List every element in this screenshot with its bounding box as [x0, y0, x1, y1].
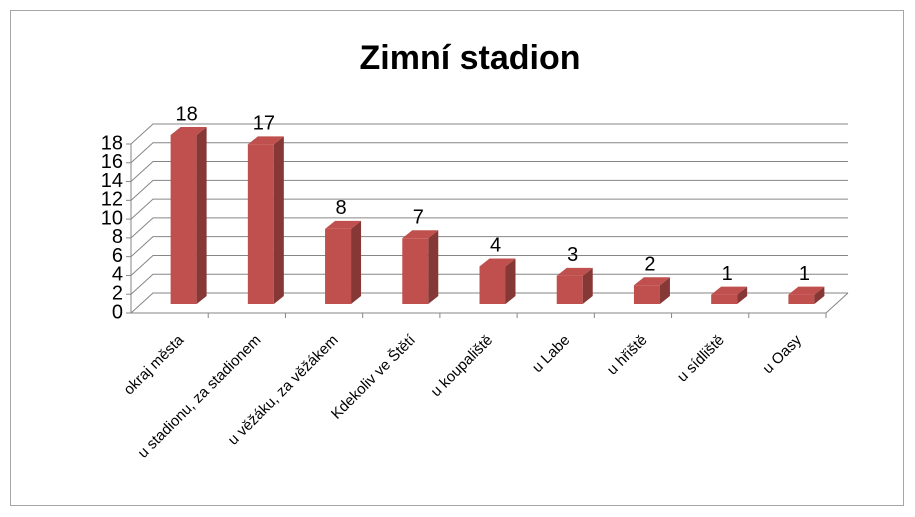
- bar-top: [402, 230, 439, 239]
- grid-line: [130, 273, 848, 295]
- grid-line: [130, 142, 848, 164]
- bar-side: [737, 286, 748, 304]
- bar-top: [247, 136, 284, 145]
- bar-side: [351, 220, 362, 304]
- bar-front: [247, 144, 274, 304]
- bar-top: [788, 286, 825, 295]
- data-label: 18: [175, 103, 197, 125]
- bar-side: [428, 230, 439, 304]
- grid-line: [130, 198, 848, 220]
- data-label: 7: [413, 207, 424, 229]
- bar-top: [479, 258, 516, 267]
- grid-line: [130, 179, 848, 201]
- bar-front: [479, 266, 506, 304]
- data-label: 3: [567, 244, 578, 266]
- bar-front: [633, 285, 660, 304]
- chart-frame: [10, 10, 904, 506]
- y-tick-label: 16: [101, 151, 123, 173]
- bar-front: [711, 294, 738, 304]
- y-tick-label: 10: [101, 207, 123, 229]
- bar-top: [170, 127, 207, 135]
- bar-side: [659, 277, 670, 304]
- grid-line: [130, 217, 848, 239]
- data-label: 1: [799, 263, 810, 285]
- bar-front: [402, 238, 429, 304]
- bar-side: [273, 136, 284, 304]
- data-label: 1: [722, 263, 733, 285]
- bar-front: [325, 228, 352, 304]
- floor-edge: [825, 292, 849, 314]
- data-label: 8: [335, 197, 346, 219]
- y-tick-label: 0: [112, 301, 123, 323]
- y-tick-label: 2: [112, 283, 123, 305]
- bar-side: [196, 127, 207, 304]
- y-tick-label: 18: [101, 132, 123, 154]
- bar-side: [814, 286, 825, 304]
- grid-line: [130, 123, 848, 145]
- bar-front: [170, 135, 197, 304]
- y-tick-label: 12: [101, 189, 123, 211]
- grid-line: [130, 292, 848, 314]
- bar-top: [633, 277, 670, 286]
- bar-side: [505, 258, 516, 304]
- grid-line: [130, 254, 848, 276]
- grid-line: [130, 236, 848, 258]
- data-label: 4: [490, 235, 501, 257]
- bar-top: [325, 220, 362, 229]
- chart-title: Zimní stadion: [360, 39, 581, 77]
- y-tick-label: 4: [112, 264, 123, 286]
- bar-front: [556, 275, 583, 304]
- grid-line: [130, 161, 848, 182]
- data-label: 2: [644, 254, 655, 276]
- bar-top: [711, 286, 748, 295]
- bar-top: [556, 267, 593, 276]
- y-tick-label: 14: [101, 170, 123, 192]
- bar-front: [788, 294, 815, 304]
- data-label: 17: [253, 113, 275, 135]
- y-tick-label: 6: [112, 245, 123, 267]
- bar-side: [582, 267, 593, 304]
- y-tick-label: 8: [112, 226, 123, 248]
